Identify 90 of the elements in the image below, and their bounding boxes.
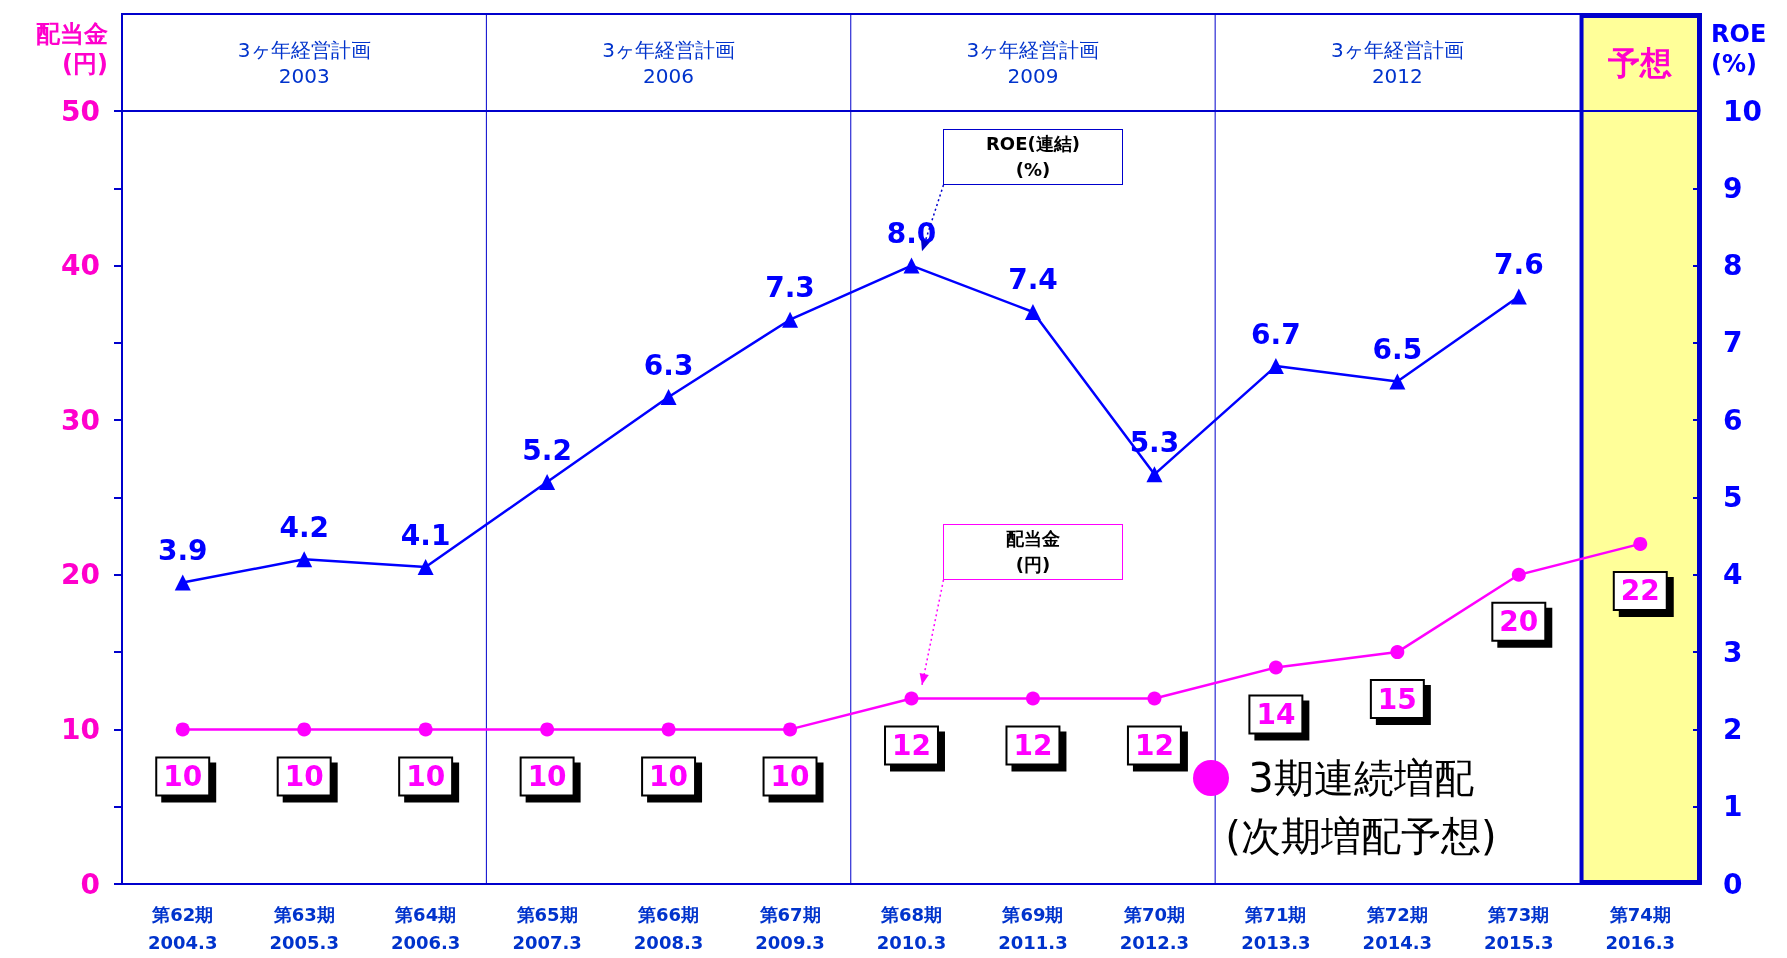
text: 3ヶ年経営計画 2006 <box>602 37 735 88</box>
data-label: 12 <box>1134 728 1174 762</box>
point <box>1511 567 1526 582</box>
y2-tick-label: 1 <box>1723 790 1743 824</box>
y-tick-label: 10 <box>61 712 100 746</box>
point <box>1510 288 1527 305</box>
y-tick-label: 30 <box>61 403 100 437</box>
data-label: 10 <box>406 759 446 793</box>
point <box>783 722 798 737</box>
point <box>1146 466 1163 483</box>
x-tick-label: 第64期 2006.3 <box>390 903 461 953</box>
data-label: 12 <box>1013 728 1053 762</box>
x-tick-label: 第70期 2012.3 <box>1119 903 1190 953</box>
point <box>660 389 677 406</box>
point <box>903 257 920 274</box>
data-label: 22 <box>1620 574 1660 608</box>
point <box>417 559 434 576</box>
x-tick-label: 第66期 2008.3 <box>633 903 704 953</box>
data-label: 7.6 <box>1494 248 1544 282</box>
data-label: 4.1 <box>400 518 451 552</box>
point <box>1147 691 1162 706</box>
data-label: 5.3 <box>1129 425 1180 459</box>
data-label: 5.2 <box>522 433 572 467</box>
point <box>1389 373 1406 390</box>
y2-tick-label: 0 <box>1723 867 1743 901</box>
y2-tick-label: 3 <box>1723 635 1743 669</box>
data-label: 10 <box>284 759 324 793</box>
data-label: 6.3 <box>643 348 694 382</box>
point <box>296 551 313 568</box>
text: 3ヶ年経営計画 2012 <box>1330 37 1464 88</box>
x-tick-label: 第69期 2011.3 <box>998 903 1068 953</box>
x-tick-label: 第73期 2015.3 <box>1484 903 1554 953</box>
point <box>1025 691 1040 706</box>
point <box>1390 645 1405 660</box>
point <box>540 722 555 737</box>
data-label: 6.7 <box>1251 317 1301 351</box>
y2-axis-title: ROE (%) <box>1711 20 1767 78</box>
data-label: 10 <box>649 759 689 793</box>
annotation: 配当金 (円) <box>942 523 1123 580</box>
x-tick-label: 第65期 2007.3 <box>512 903 582 953</box>
point <box>418 722 433 737</box>
point <box>1024 303 1041 320</box>
x-tick-label: 第68期 2010.3 <box>876 903 947 953</box>
point <box>175 722 190 737</box>
data-label: 7.4 <box>1008 263 1058 297</box>
y2-tick-label: 7 <box>1723 326 1743 360</box>
data-label: 15 <box>1377 682 1417 716</box>
y2-tick-label: 10 <box>1723 94 1762 128</box>
y2-tick-label: 9 <box>1723 171 1743 205</box>
data-label: 20 <box>1499 605 1539 639</box>
point <box>539 474 556 491</box>
y2-tick-label: 8 <box>1723 249 1743 283</box>
x-tick-label: 第63期 2005.3 <box>269 903 339 953</box>
y-tick-label: 0 <box>80 867 100 901</box>
point <box>297 722 312 737</box>
y-tick-label: 50 <box>61 94 100 128</box>
x-tick-label: 第71期 2013.3 <box>1241 903 1311 953</box>
band-label: 予想 <box>1607 43 1673 82</box>
data-label: 8.0 <box>886 217 937 251</box>
data-label: 10 <box>770 759 810 793</box>
x-tick-label: 第74期 2016.3 <box>1605 903 1675 953</box>
data-label: 4.2 <box>279 510 329 544</box>
point <box>1267 358 1284 375</box>
y2-tick-label: 4 <box>1723 558 1743 592</box>
data-label: 3.9 <box>157 534 208 568</box>
x-tick-label: 第72期 2014.3 <box>1362 903 1433 953</box>
point <box>904 691 919 706</box>
text: 3ヶ年経営計画 2003 <box>237 37 371 88</box>
point <box>174 574 191 591</box>
point <box>1633 536 1648 551</box>
y2-tick-label: 2 <box>1723 712 1743 746</box>
point <box>782 311 799 328</box>
annotation: ROE(連結) (%) <box>942 129 1123 186</box>
text: 3ヶ年経営計画 2009 <box>966 37 1100 88</box>
x-tick-label: 第67期 2009.3 <box>755 903 825 953</box>
y-tick-label: 40 <box>61 249 100 283</box>
point <box>661 722 676 737</box>
data-label: 10 <box>527 759 567 793</box>
data-label: 7.3 <box>765 271 815 305</box>
y2-tick-label: 6 <box>1723 403 1743 437</box>
y-tick-label: 20 <box>61 558 100 592</box>
annotation: 3期連続増配 (次期増配予想) <box>1225 754 1497 859</box>
data-label: 10 <box>163 759 203 793</box>
data-label: 6.5 <box>1372 333 1423 367</box>
data-label: 14 <box>1256 698 1296 732</box>
y-axis-title: 配当金 (円) <box>36 20 108 78</box>
x-tick-label: 第62期 2004.3 <box>148 903 218 953</box>
y2-tick-label: 5 <box>1723 481 1743 514</box>
data-label: 12 <box>892 728 931 762</box>
point <box>1268 660 1283 675</box>
